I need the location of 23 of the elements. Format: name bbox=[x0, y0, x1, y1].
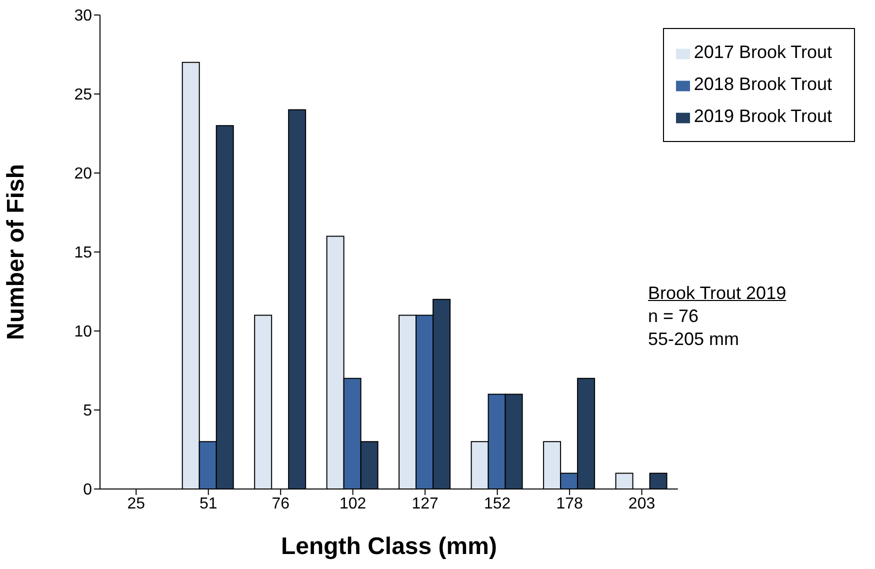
y-tick-label: 30 bbox=[74, 8, 92, 25]
y-tick-label: 15 bbox=[74, 244, 92, 262]
x-tick-label: 152 bbox=[484, 495, 511, 512]
y-tick-label: 25 bbox=[74, 86, 92, 104]
y-tick-label: 10 bbox=[74, 324, 92, 341]
x-axis-title: Length Class (mm) bbox=[280, 533, 497, 560]
y-axis-title: Number of Fish bbox=[2, 164, 30, 340]
annotation: 55-205 mm bbox=[648, 328, 740, 351]
x-tick-label: 76 bbox=[272, 495, 290, 512]
y-tick-label: 20 bbox=[74, 166, 92, 183]
x-tick-label: 178 bbox=[556, 495, 583, 512]
legend-label: 2019 Brook Trout bbox=[694, 106, 832, 126]
x-tick-label: 51 bbox=[199, 495, 218, 512]
y-tick-label: 5 bbox=[83, 402, 92, 420]
legend-label: 2018 Brook Trout bbox=[694, 74, 832, 94]
legend-label: 2017 Brook Trout bbox=[694, 42, 832, 62]
annotation: Brook Trout 2019 bbox=[648, 282, 786, 305]
x-tick-label: 25 bbox=[127, 495, 146, 512]
x-tick-label: 203 bbox=[628, 495, 656, 512]
y-tick-label: 0 bbox=[83, 482, 92, 499]
annotation: n = 76 bbox=[648, 305, 700, 328]
x-tick-label: 127 bbox=[412, 495, 439, 512]
x-tick-label: 102 bbox=[339, 495, 366, 512]
